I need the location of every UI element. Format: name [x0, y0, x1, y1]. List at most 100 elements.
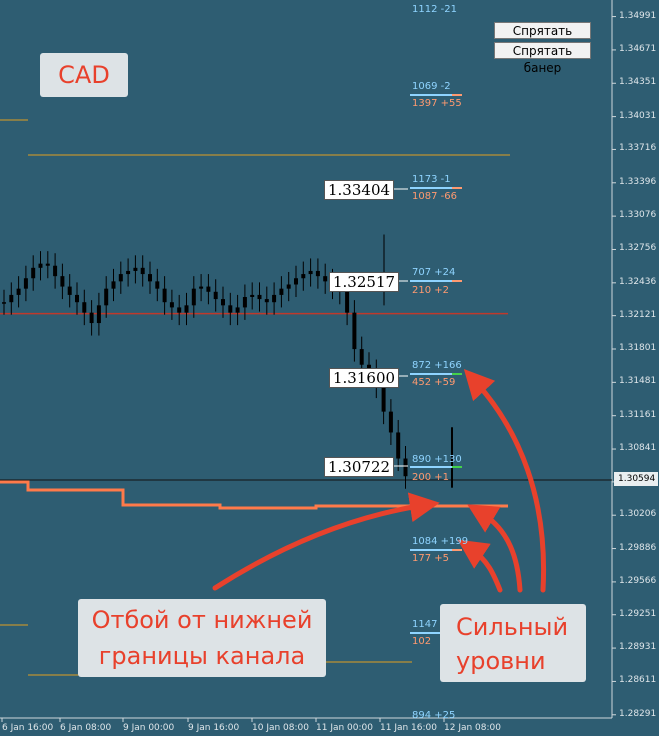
candle-body	[403, 458, 408, 477]
candle-body	[126, 270, 131, 275]
price-tick-label: 1.34671	[619, 43, 657, 54]
candle-body	[60, 276, 65, 287]
level-label: 1.32517	[329, 272, 400, 292]
candle-body	[2, 302, 6, 304]
strong-levels-line2: уровни	[456, 647, 546, 675]
current-price-marker: 1.30594	[614, 472, 658, 486]
candle-body	[315, 270, 320, 277]
candle-body	[359, 349, 364, 365]
candle-body	[155, 281, 160, 289]
candle-body	[140, 267, 145, 275]
strike-note: 1397 +55	[412, 98, 462, 109]
price-tick-label: 1.28611	[619, 675, 657, 686]
level-label: 1.30722	[324, 457, 395, 477]
candle-body	[242, 296, 247, 308]
time-tick-label: 11 Jan 00:00	[316, 723, 373, 733]
price-tick-label: 1.30206	[619, 509, 657, 520]
price-tick-label: 1.28931	[619, 642, 657, 653]
strike-note: 894 +25	[412, 710, 456, 721]
price-tick-label: 1.33076	[619, 210, 657, 221]
candle-body	[257, 294, 262, 300]
candle-body	[213, 291, 218, 300]
candle-body	[53, 265, 58, 277]
candle-body	[301, 274, 306, 279]
candle-body	[206, 286, 211, 292]
candle-body	[16, 288, 21, 295]
level-label: 1.33404	[324, 180, 395, 200]
lower-channel-line	[0, 480, 508, 510]
candle-body	[250, 294, 255, 297]
strike-note: 1147 +1	[412, 619, 456, 630]
candle-body	[264, 299, 269, 303]
price-tick-label: 1.32436	[619, 276, 657, 287]
price-tick-label: 1.30841	[619, 443, 657, 454]
candle-body	[31, 267, 36, 279]
price-tick-label: 1.33716	[619, 143, 657, 154]
candle-body	[96, 305, 101, 324]
candle-body	[75, 294, 79, 303]
candle-body	[221, 299, 225, 306]
candle-body	[162, 288, 167, 303]
candle-body	[352, 312, 357, 350]
price-tick-label: 1.34031	[619, 110, 657, 121]
candle-body	[199, 286, 204, 289]
candle-body	[396, 432, 401, 459]
strike-note: 707 +24	[412, 267, 456, 278]
red-arrow	[457, 539, 503, 593]
time-tick-label: 6 Jan 08:00	[60, 723, 112, 733]
strike-note: 1084 +199	[412, 536, 469, 547]
price-tick-label: 1.32756	[619, 243, 657, 254]
price-tick-label: 1.31801	[619, 342, 657, 353]
strike-note: 177 +5	[412, 553, 450, 564]
red-arrow	[212, 492, 440, 591]
candle-body	[308, 270, 313, 275]
time-tick-label: 11 Jan 16:00	[380, 723, 437, 733]
candle-body	[191, 288, 196, 306]
time-tick-label: 9 Jan 00:00	[123, 723, 175, 733]
channel-bounce-line2: границы канала	[98, 642, 306, 670]
candle-body	[38, 263, 43, 268]
channel-bounce-line1: Отбой от нижней	[91, 606, 313, 634]
strong-levels-note: Сильный уровни	[440, 604, 586, 682]
candle-body	[388, 411, 393, 433]
price-tick-label: 1.29886	[619, 542, 657, 553]
candle-body	[228, 305, 233, 313]
price-tick-label: 1.29566	[619, 575, 657, 586]
candle-body	[23, 278, 28, 289]
hide-banner-button[interactable]: Спрятать банер	[494, 42, 591, 75]
candle-body	[45, 263, 50, 266]
candle-body	[9, 294, 14, 303]
candle-body	[104, 288, 109, 306]
price-tick-label: 1.28291	[619, 708, 657, 719]
price-tick-label: 1.34991	[619, 10, 657, 21]
red-arrow	[467, 504, 523, 593]
strike-note: 872 +166	[412, 360, 462, 371]
strike-note: 1173 -1	[412, 174, 451, 185]
strike-note: 890 +130	[412, 454, 462, 465]
candle-body	[235, 307, 240, 313]
strike-note: 1087 -66	[412, 191, 457, 202]
candle-body	[381, 385, 386, 412]
instrument-label: CAD	[40, 53, 128, 97]
candle-body	[272, 294, 277, 303]
candle-body	[184, 305, 189, 313]
hide-strike-button[interactable]: Спрятать страйк	[494, 22, 591, 55]
candle-body	[111, 281, 116, 289]
candle-body	[323, 276, 328, 282]
red-arrow	[463, 368, 547, 593]
candle-body	[89, 312, 94, 324]
candle-body	[286, 284, 291, 289]
price-tick-label: 1.32121	[619, 309, 657, 320]
strike-note: 102	[412, 636, 432, 647]
time-tick-label: 9 Jan 16:00	[188, 723, 240, 733]
strike-note: 452 +59	[412, 377, 456, 388]
candle-body	[67, 286, 72, 295]
candle-body	[177, 307, 182, 313]
candle-body	[118, 274, 123, 282]
candle-body	[345, 291, 350, 313]
candle-body	[133, 267, 138, 271]
strike-note: 210 +2	[412, 285, 450, 296]
time-tick-label: 6 Jan 16:00	[2, 723, 54, 733]
candle-body	[82, 302, 87, 313]
candle-body	[294, 278, 298, 285]
